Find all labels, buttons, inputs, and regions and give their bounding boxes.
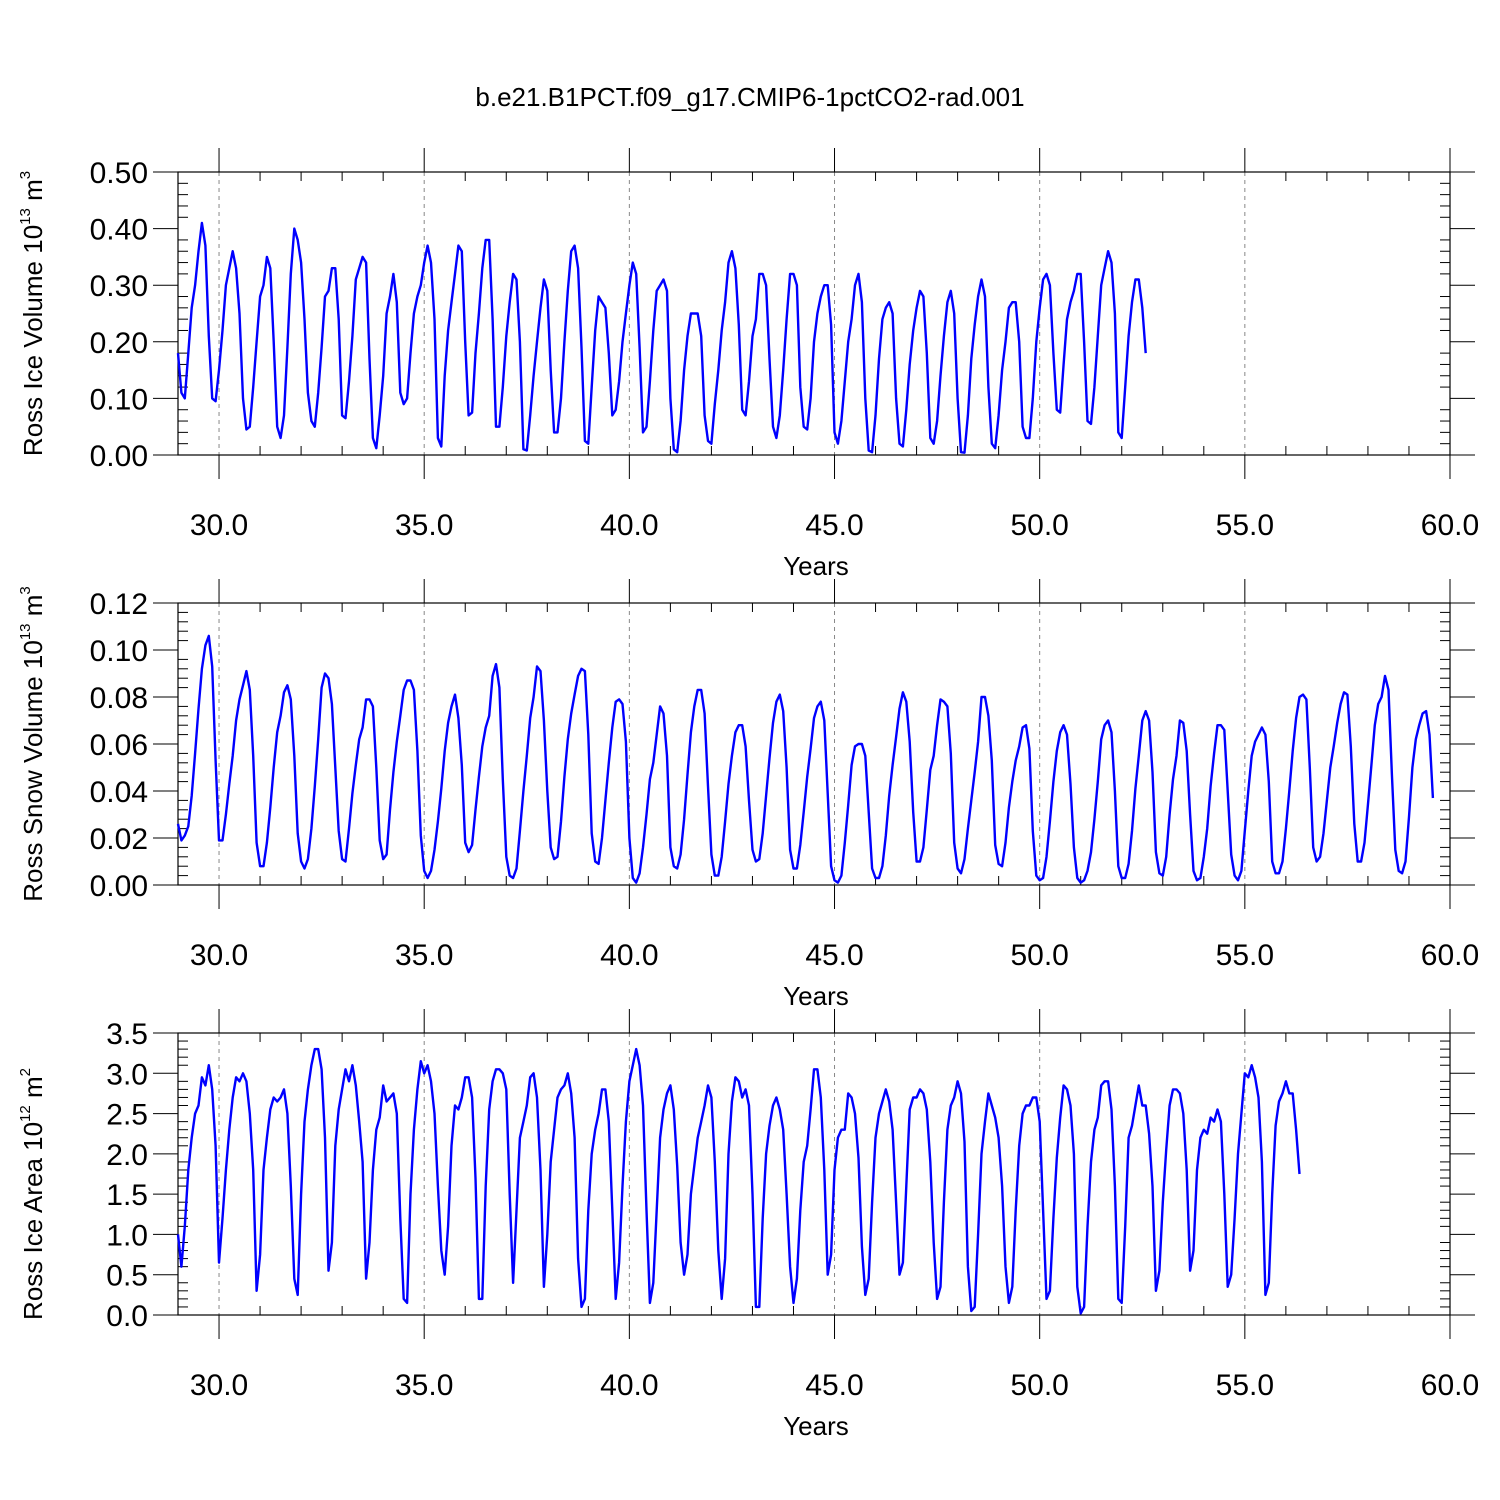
y-tick-label: 0.30 [90,270,148,303]
y-tick-label: 0.50 [90,157,148,190]
x-tick-label: 35.0 [395,509,453,542]
chart-title: b.e21.B1PCT.f09_g17.CMIP6-1pctCO2-rad.00… [475,82,1025,112]
y-axis-label: Ross Ice Volume 1013 m3 [17,171,48,456]
chart-panel-3: 30.0 35.0 40.0 45.0 50.0 55.0 60.0 0.0 0.5 1.0 1.5… [17,1009,1479,1441]
x-tick-label: 60.0 [1421,1369,1479,1402]
y-tick-label: 1.5 [106,1179,148,1212]
x-tick-label: 30.0 [190,509,248,542]
x-tick-label: 45.0 [805,939,863,972]
y-tick-label: 0.00 [90,440,148,473]
y-tick-label: 0.12 [90,588,148,621]
x-tick-label: 55.0 [1216,939,1274,972]
x-tick-label: 55.0 [1216,509,1274,542]
y-tick-label: 3.5 [106,1018,148,1051]
y-tick-label: 1.0 [106,1219,148,1252]
y-tick-label: 0.06 [90,729,148,762]
y-tick-label: 0.10 [90,635,148,668]
y-tick-label: 0.40 [90,214,148,247]
x-tick-label: 40.0 [600,509,658,542]
x-tick-label: 55.0 [1216,1369,1274,1402]
chart-panel-1: 30.0 35.0 40.0 45.0 50.0 55.0 60.0 0.00 0.10 0.20… [17,148,1479,581]
y-tick-label: 0.08 [90,682,148,715]
x-tick-label: 35.0 [395,939,453,972]
series-line [176,634,1435,884]
x-axis-label: Years [783,551,849,581]
x-tick-label: 40.0 [600,1369,658,1402]
x-tick-label: 60.0 [1421,939,1479,972]
y-tick-label: 0.00 [90,870,148,903]
y-tick-label: 0.04 [90,776,148,809]
x-tick-label: 30.0 [190,1369,248,1402]
x-tick-label: 50.0 [1010,509,1068,542]
y-tick-label: 0.0 [106,1300,148,1333]
series-line [176,221,1147,454]
y-axis-label: Ross Ice Area 1012 m2 [17,1068,48,1320]
x-tick-label: 40.0 [600,939,658,972]
x-axis-label: Years [783,1411,849,1441]
chart-panel-2: 30.0 35.0 40.0 45.0 50.0 55.0 60.0 0.00 0.02 0.04… [17,579,1479,1011]
series-line [176,1047,1301,1315]
x-tick-label: 30.0 [190,939,248,972]
plot-frame [177,602,1451,886]
y-tick-label: 2.5 [106,1099,148,1132]
x-tick-label: 45.0 [805,1369,863,1402]
y-tick-label: 0.5 [106,1260,148,1293]
x-tick-label: 45.0 [805,509,863,542]
y-tick-label: 0.20 [90,327,148,360]
y-tick-label: 0.10 [90,383,148,416]
y-tick-label: 0.02 [90,823,148,856]
plot-frame [177,1032,1451,1316]
x-tick-label: 50.0 [1010,1369,1068,1402]
x-tick-label: 35.0 [395,1369,453,1402]
x-tick-label: 50.0 [1010,939,1068,972]
y-axis-label: Ross Snow Volume 1013 m3 [17,586,48,902]
y-tick-label: 2.0 [106,1139,148,1172]
x-tick-label: 60.0 [1421,509,1479,542]
y-tick-label: 3.0 [106,1058,148,1091]
x-axis-label: Years [783,981,849,1011]
plot-frame [177,171,1451,456]
